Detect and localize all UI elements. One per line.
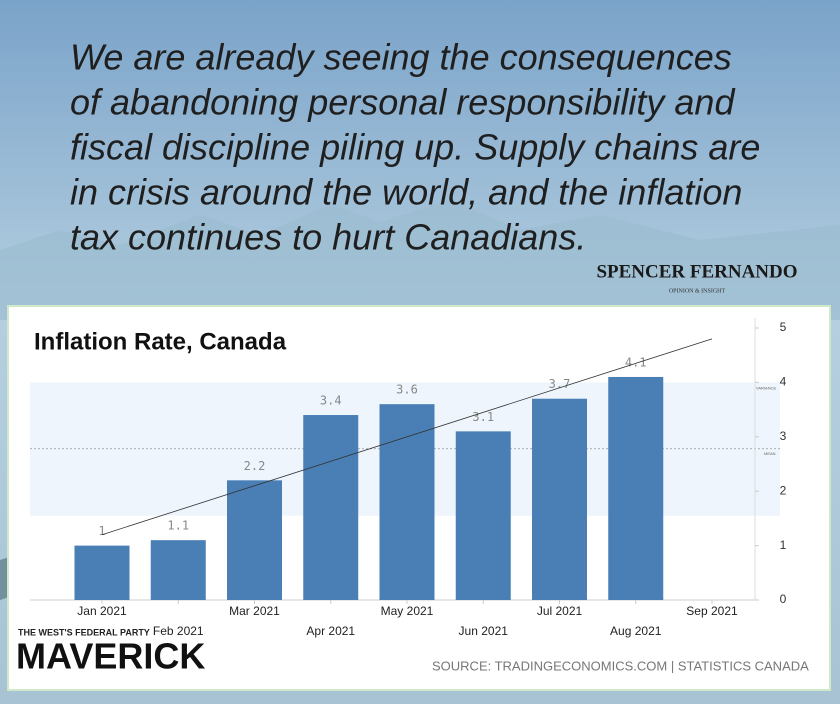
bar <box>379 404 435 600</box>
value-label: 3.7 <box>549 377 571 391</box>
bar <box>608 376 664 600</box>
x-tick-label: Aug 2021 <box>610 624 662 638</box>
y-tick-label: 5 <box>780 320 787 334</box>
x-tick-label: Mar 2021 <box>229 604 280 618</box>
x-tick-label: Sep 2021 <box>686 604 738 618</box>
y-tick-label: 1 <box>780 538 787 552</box>
brand-tagline: OPINION & INSIGHT <box>669 288 726 294</box>
quote-line: fiscal discipline piling up. Supply chai… <box>70 127 760 168</box>
value-label: 3.6 <box>396 383 418 397</box>
brand-name: SPENCER FERNANDO <box>596 261 797 282</box>
chart-title: Inflation Rate, Canada <box>34 328 287 355</box>
x-tick-label: Jul 2021 <box>537 604 583 618</box>
quote-line: We are already seeing the consequences <box>70 37 732 78</box>
x-tick-label: Apr 2021 <box>306 624 355 638</box>
party-name: MAVERICK <box>16 636 205 677</box>
mean-label: MEAN <box>764 451 776 456</box>
y-tick-label: 3 <box>780 429 787 443</box>
value-label: 3.1 <box>472 410 494 424</box>
bar <box>227 480 282 600</box>
bar <box>303 415 359 600</box>
quote-line: tax continues to hurt Canadians. <box>70 217 586 258</box>
value-label: 1 <box>98 524 105 538</box>
value-label: 1.1 <box>167 519 189 533</box>
quote-line: of abandoning personal responsibility an… <box>70 82 735 123</box>
y-tick-label: 4 <box>780 375 787 389</box>
value-label: 4.1 <box>625 355 647 369</box>
x-tick-label: May 2021 <box>381 604 434 618</box>
x-tick-label: Jan 2021 <box>77 604 127 618</box>
bar <box>74 545 130 600</box>
x-tick-label: Jun 2021 <box>459 624 509 638</box>
trendline <box>101 338 713 536</box>
mountains <box>0 200 840 320</box>
value-label: 3.4 <box>320 394 342 408</box>
party-tagline: THE WEST'S FEDERAL PARTY <box>18 627 150 637</box>
band-label: VARIANCE <box>756 385 776 390</box>
bar <box>455 431 511 600</box>
quote: We are already seeing the consequences o… <box>70 37 760 258</box>
source: SOURCE: TRADINGECONOMICS.COM | STATISTIC… <box>432 658 809 673</box>
x-tick-label: Feb 2021 <box>153 624 204 638</box>
bar <box>532 398 587 600</box>
quote-line: in crisis around the world, and the infl… <box>70 172 742 213</box>
bar <box>150 540 206 600</box>
y-tick-label: 0 <box>780 592 787 606</box>
value-label: 2.2 <box>244 459 266 473</box>
y-tick-label: 2 <box>780 483 787 497</box>
